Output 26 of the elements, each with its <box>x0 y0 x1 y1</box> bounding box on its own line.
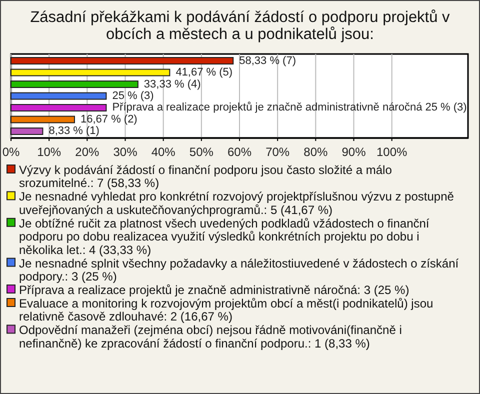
chart-title: Zásadní překážkami k podávání žádostí o podporu projektů v obcích a městech a u podnikatelů jsou: <box>30 9 450 43</box>
legend-label: Příprava a realizace projektů je značně administrativně náročná: 3 (25 %) <box>19 283 410 297</box>
x-tick-label: 60% <box>227 145 252 159</box>
data-label: 16,67 % (2) <box>80 113 138 126</box>
legend-label: Je nesnadné vyhledat pro konkrétní rozvojový projektpříslušnou výzvu z postupně uveřejňovaných a uskutečňovanýchprogramů.: 5 (41,67 %) <box>19 190 454 217</box>
x-tick-label: 10% <box>37 145 62 159</box>
data-label: 25 % (3) <box>112 90 154 102</box>
x-tick-label: 20% <box>75 145 100 159</box>
data-label: Příprava a realizace projektů je značně administrativně náročná 25 % (3) <box>112 102 467 114</box>
data-label: 33,33 % (4) <box>144 78 201 90</box>
x-tick-label: 100% <box>376 145 408 159</box>
x-tick-label: 90% <box>342 145 366 159</box>
data-label: 8,33 % (1) <box>48 125 100 138</box>
legend-label: Odpovědní manažeři (zejména obcí) nejsou řádně motivováni(finančně i nefinančně) ke zpracování žádostí o finanční podporu.: 1 (8,33 %) <box>19 323 402 350</box>
legend-label: Výzvy k podávání žádostí o finanční podporu jsou často složité a málo srozumitelné.: 7 (58,33 %) <box>19 163 392 190</box>
legend-label: Evaluace a monitoring k rozvojovým projektům obcí a měst(i podnikatelů) jsou relativně časově zdlouhavé: 2 (16,67 %) <box>19 296 434 324</box>
x-tick-label: 0% <box>2 145 20 159</box>
legend-label: Je obtížné ručit za platnost všech uvedených podkladů vžádostech o finanční podporu po dobu realizacea využití výsledků konkrétních projektu po dobu i několika let.: 4 (33,33 %) <box>19 216 430 257</box>
x-tick-label: 80% <box>304 145 328 159</box>
x-tick-label: 30% <box>113 145 138 159</box>
data-label: 58,33 % (7) <box>239 54 296 67</box>
legend-label: Je nesnadné splnit všechny požadavky a náležitostiuvedené v žádostech o získání podpory.: 3 (25 %) <box>19 256 460 284</box>
x-tick-label: 50% <box>189 145 214 159</box>
x-tick-label: 40% <box>151 145 176 159</box>
data-label: 41,67 % (5) <box>176 66 233 79</box>
x-tick-label: 70% <box>266 145 290 159</box>
